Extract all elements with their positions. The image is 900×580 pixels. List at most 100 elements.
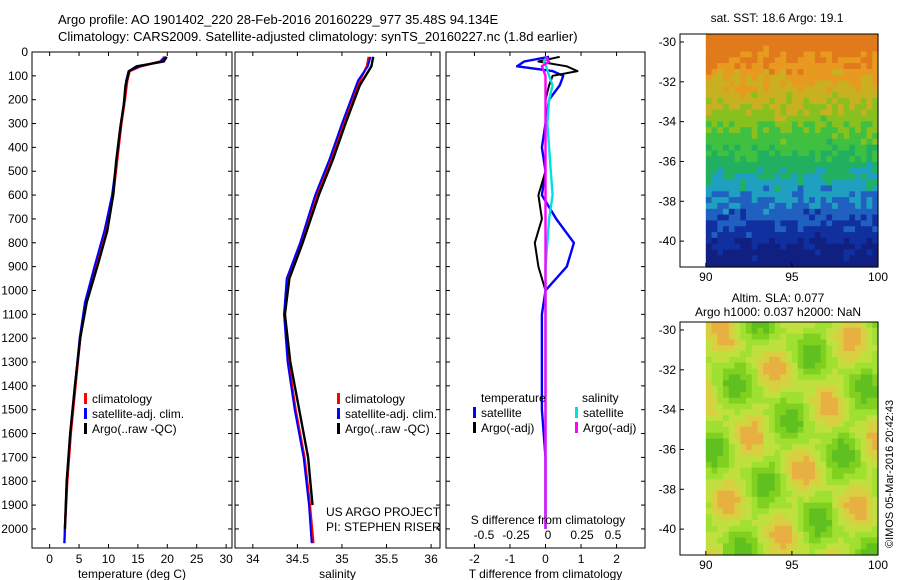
heatmap-cell [791,479,799,486]
heatmap-cell [774,339,781,346]
heatmap-cell [809,467,816,474]
heatmap-cell [711,109,718,117]
heatmap-cell [866,261,873,268]
heatmap-cell [728,403,736,410]
heatmap-cell [774,479,781,486]
heatmap-cell [734,103,741,111]
heatmap-cell [751,467,758,474]
heatmap-cell [791,345,799,352]
heatmap-cell [711,386,718,393]
heatmap-cell [705,220,713,227]
heatmap-cell [837,362,845,370]
heatmap-cell [849,531,856,539]
heatmap-cell [814,214,822,221]
heatmap-cell [746,508,753,515]
heatmap-cell [843,103,850,111]
heatmap-cell [849,374,856,381]
heatmap-cell [728,485,736,492]
heatmap-cell [774,351,781,358]
heatmap-cell [705,322,713,329]
heatmap-cell [705,508,713,515]
heatmap-cell [705,98,713,105]
heatmap-cell [809,202,816,210]
heatmap-cell [774,69,781,76]
heatmap-cell [717,403,724,410]
heatmap-cell [780,103,787,111]
heatmap-cell [797,531,804,539]
heatmap-cell [820,261,827,268]
heatmap-cell [872,351,879,358]
heatmap-cell [723,214,730,221]
heatmap-cell [774,261,781,268]
heatmap-cell [740,150,747,157]
heatmap-cell [849,255,856,262]
heatmap-cell [786,261,793,268]
heatmap-cell [751,537,758,544]
heatmap-cell [780,525,787,533]
diff-legend-swatch [575,422,578,433]
heatmap-cell [769,144,776,152]
heatmap-cell [705,261,713,268]
heatmap-cell [855,450,862,457]
temperature-x-tick-label: 30 [219,552,233,566]
diff-legend-label: Argo(-adj) [481,421,534,435]
heatmap-cell [780,150,787,157]
heatmap-cell [705,208,713,216]
heatmap-cell [849,409,856,416]
heatmap-cell [769,444,776,451]
heatmap-cell [860,520,868,527]
heatmap-cell [820,249,827,256]
heatmap-cell [774,92,781,99]
heatmap-cell [740,133,747,140]
heatmap-cell [814,63,822,70]
heatmap-cell [769,39,776,47]
heatmap-cell [757,214,764,221]
heatmap-cell [711,243,718,251]
heatmap-cell [820,351,827,358]
heatmap-cell [728,57,736,64]
heatmap-cell [866,386,873,393]
heatmap-cell [797,362,804,370]
heatmap-cell [717,432,724,440]
heatmap-cell [843,444,850,451]
heatmap-cell [866,409,873,416]
heatmap-cell [786,138,793,146]
heatmap-cell [866,51,873,58]
heatmap-cell [803,173,810,181]
diff-legend-swatch [473,422,476,433]
heatmap-cell [740,444,747,451]
heatmap-cell [866,496,873,504]
heatmap-cell [826,514,833,521]
heatmap-cell [791,255,799,262]
heatmap-cell [723,368,730,375]
heatmap-cell [820,409,827,416]
heatmap-cell [803,80,810,87]
heatmap-cell [849,34,856,41]
heatmap-cell [814,496,822,504]
heatmap-cell [872,531,879,539]
heatmap-cell [734,351,741,358]
heatmap-cell [717,162,724,169]
heatmap-cell [780,444,787,451]
heatmap-cell [786,496,793,504]
heatmap-cell [809,115,816,122]
heatmap-cell [849,356,856,364]
heatmap-cell [711,549,718,556]
heatmap-cell [837,138,845,146]
heatmap-cell [855,185,862,192]
heatmap-cell [866,86,873,93]
heatmap-cell [849,103,856,111]
heatmap-cell [866,368,873,375]
heatmap-cell [803,185,810,192]
heatmap-cell [872,374,879,381]
heatmap-cell [728,415,736,422]
heatmap-cell [740,185,747,192]
heatmap-cell [814,386,822,393]
heatmap-cell [705,92,713,99]
heatmap-cell [814,485,822,492]
heatmap-cell [791,356,799,364]
heatmap-cell [711,444,718,451]
heatmap-cell [746,362,753,370]
heatmap-cell [746,255,753,262]
heatmap-cell [820,531,827,539]
